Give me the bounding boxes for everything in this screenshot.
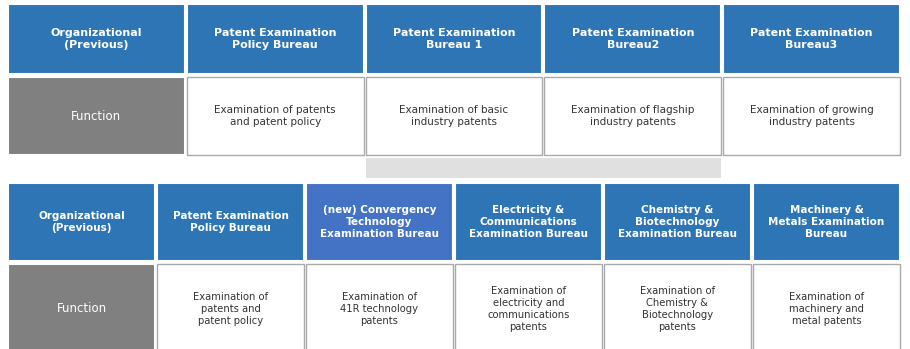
Bar xyxy=(723,4,900,74)
Text: Examination of
41R technology
patents: Examination of 41R technology patents xyxy=(340,292,419,326)
Text: Examination of
electricity and
communications
patents: Examination of electricity and communica… xyxy=(488,286,570,332)
Text: Patent Examination
Bureau2: Patent Examination Bureau2 xyxy=(571,28,694,50)
Text: Machinery &
Metals Examination
Bureau: Machinery & Metals Examination Bureau xyxy=(768,205,885,239)
Text: Patent Examination
Policy Bureau: Patent Examination Policy Bureau xyxy=(214,28,337,50)
Text: Patent Examination
Policy Bureau: Patent Examination Policy Bureau xyxy=(173,211,288,233)
Text: Examination of basic
industry patents: Examination of basic industry patents xyxy=(399,105,509,127)
Bar xyxy=(753,183,900,261)
Text: Function: Function xyxy=(71,110,121,122)
Text: Patent Examination
Bureau 1: Patent Examination Bureau 1 xyxy=(393,28,515,50)
Bar xyxy=(8,77,185,155)
Text: Chemistry &
Biotechnology
Examination Bureau: Chemistry & Biotechnology Examination Bu… xyxy=(618,205,737,239)
Bar xyxy=(187,77,364,155)
Bar xyxy=(604,264,751,349)
Bar xyxy=(306,264,453,349)
Bar xyxy=(366,77,542,155)
Text: Examination of flagship
industry patents: Examination of flagship industry patents xyxy=(571,105,694,127)
Text: Examination of
Chemistry &
Biotechnology
patents: Examination of Chemistry & Biotechnology… xyxy=(640,286,715,332)
Text: Examination of
machinery and
metal patents: Examination of machinery and metal paten… xyxy=(789,292,864,326)
Bar xyxy=(157,183,304,261)
Bar xyxy=(366,158,722,178)
Bar xyxy=(306,183,453,261)
Text: Organizational
(Previous): Organizational (Previous) xyxy=(38,211,125,233)
Bar xyxy=(753,264,900,349)
Bar xyxy=(157,264,304,349)
Text: Examination of
patents and
patent policy: Examination of patents and patent policy xyxy=(193,292,268,326)
Text: Organizational
(Previous): Organizational (Previous) xyxy=(51,28,142,50)
Bar xyxy=(455,264,602,349)
Text: Electricity &
Communications
Examination Bureau: Electricity & Communications Examination… xyxy=(469,205,588,239)
Bar xyxy=(8,264,155,349)
Bar xyxy=(455,183,602,261)
Text: Patent Examination
Bureau3: Patent Examination Bureau3 xyxy=(751,28,873,50)
Bar xyxy=(723,77,900,155)
Text: Examination of growing
industry patents: Examination of growing industry patents xyxy=(750,105,874,127)
Bar xyxy=(366,4,542,74)
Bar xyxy=(8,4,185,74)
Bar xyxy=(8,183,155,261)
Text: Examination of patents
and patent policy: Examination of patents and patent policy xyxy=(215,105,336,127)
Bar xyxy=(544,77,722,155)
Bar xyxy=(187,4,364,74)
Bar xyxy=(604,183,751,261)
Text: Function: Function xyxy=(56,303,106,315)
Text: (new) Convergency
Technology
Examination Bureau: (new) Convergency Technology Examination… xyxy=(320,205,439,239)
Bar xyxy=(544,4,722,74)
